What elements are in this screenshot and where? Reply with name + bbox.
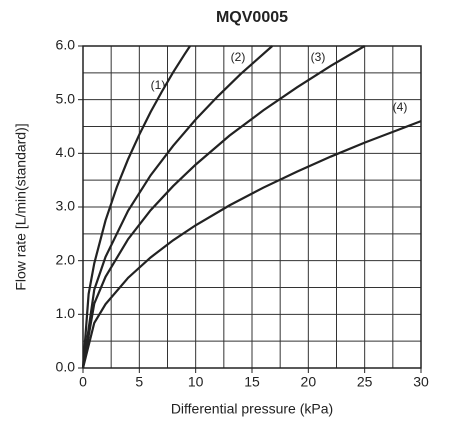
x-tick-label: 15 <box>244 374 260 390</box>
x-tick-label: 0 <box>79 374 87 390</box>
x-tick-label: 20 <box>301 374 317 390</box>
x-tick-label: 10 <box>188 374 204 390</box>
y-tick-label: 4.0 <box>56 144 76 160</box>
x-tick-label: 5 <box>135 374 143 390</box>
series-label: (4) <box>393 100 408 114</box>
x-axis-label: Differential pressure (kPa) <box>171 401 333 417</box>
y-tick-label: 0.0 <box>56 359 76 375</box>
series-label: (2) <box>231 50 246 64</box>
series-label: (3) <box>311 50 326 64</box>
y-tick-label: 2.0 <box>56 251 76 267</box>
y-tick-label: 3.0 <box>56 198 76 214</box>
series-label: (1) <box>151 78 166 92</box>
series-line <box>81 45 274 369</box>
series-line <box>81 45 366 369</box>
y-tick-label: 1.0 <box>56 305 76 321</box>
y-tick-label: 6.0 <box>56 37 76 53</box>
series-line <box>81 120 422 369</box>
y-axis-label: Flow rate [L/min(standard)] <box>13 123 29 290</box>
series-line <box>81 45 191 369</box>
x-tick-label: 25 <box>357 374 373 390</box>
chart-title: MQV0005 <box>216 9 288 26</box>
y-tick-label: 5.0 <box>56 90 76 106</box>
x-tick-label: 30 <box>413 374 429 390</box>
